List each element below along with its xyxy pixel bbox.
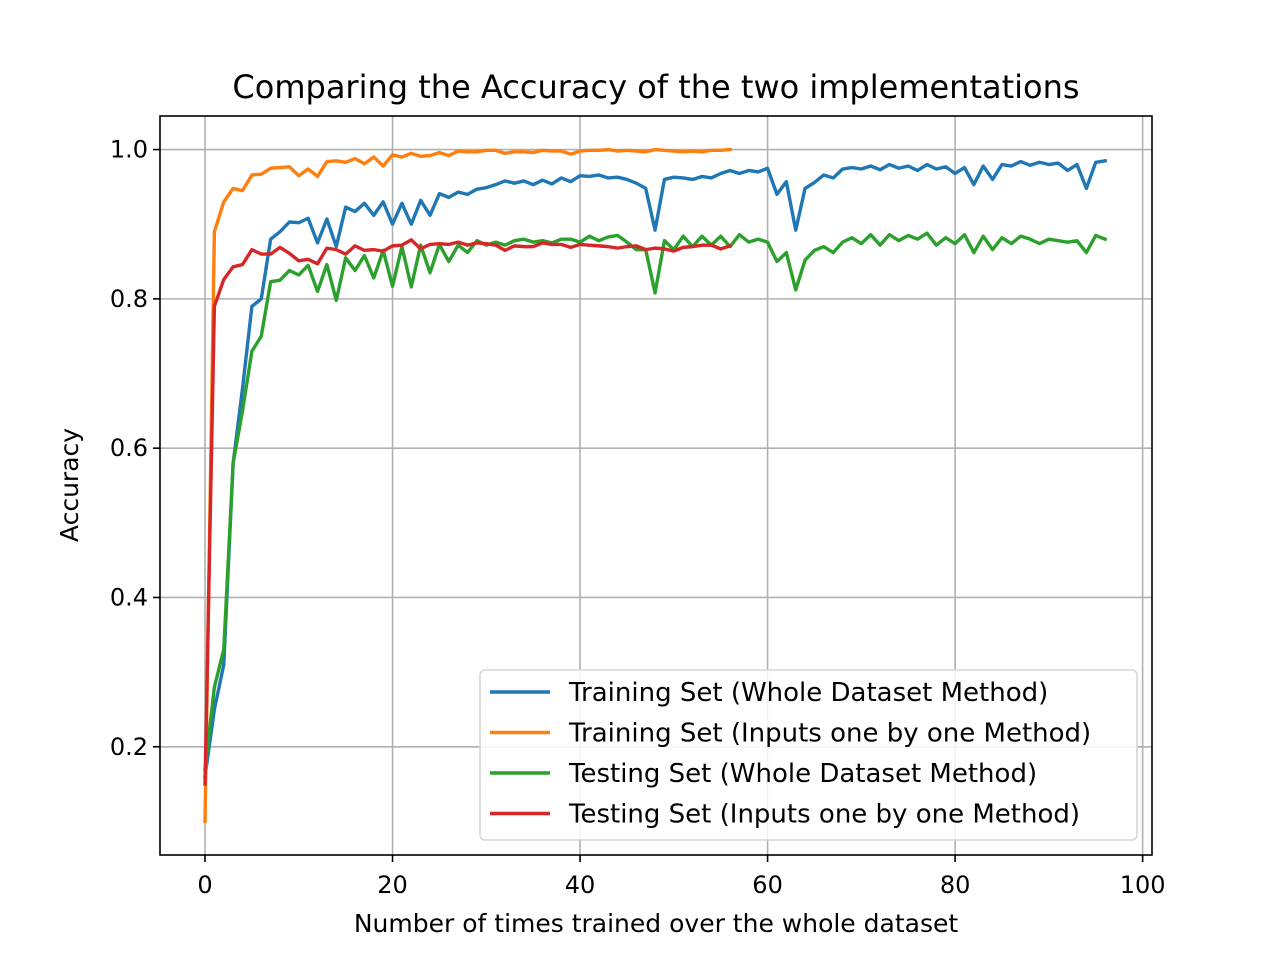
x-tick-label: 100: [1120, 871, 1166, 899]
x-axis-label: Number of times trained over the whole d…: [354, 909, 959, 938]
y-tick-label: 0.2: [110, 733, 148, 761]
y-axis-label: Accuracy: [55, 428, 84, 542]
series-line-4: [203, 238, 733, 786]
series-line-3: [203, 231, 1108, 772]
grid-lines: [160, 116, 1152, 855]
x-tick-label: 20: [377, 871, 408, 899]
chart-title: Comparing the Accuracy of the two implem…: [232, 68, 1079, 106]
legend-entry-label: Testing Set (Whole Dataset Method): [568, 759, 1037, 789]
legend-entry-label: Training Set (Whole Dataset Method): [568, 678, 1048, 708]
legend-box: [479, 669, 1138, 841]
legend-entry-label: Testing Set (Inputs one by one Method): [568, 800, 1080, 830]
x-tick-label: 80: [940, 871, 971, 899]
axis-ticks: 0 20 40 60 80 100 0.2 0.4 0.6 0.8 1.0: [110, 136, 1166, 899]
y-tick-label: 0.4: [110, 583, 148, 611]
plot-frame: [159, 115, 1153, 856]
x-tick-label: 60: [752, 871, 783, 899]
legend: Training Set (Whole Dataset Method) Train…: [479, 669, 1138, 841]
legend-entry-label: Training Set (Inputs one by one Method): [568, 719, 1091, 749]
series-layer: [203, 147, 1108, 824]
series-line-2: [203, 147, 732, 824]
x-tick-label: 40: [565, 871, 596, 899]
y-tick-label: 0.6: [110, 434, 148, 462]
y-tick-label: 0.8: [110, 285, 148, 313]
series-line-1: [203, 158, 1108, 779]
x-tick-label: 0: [197, 871, 212, 899]
y-tick-label: 1.0: [110, 136, 148, 164]
